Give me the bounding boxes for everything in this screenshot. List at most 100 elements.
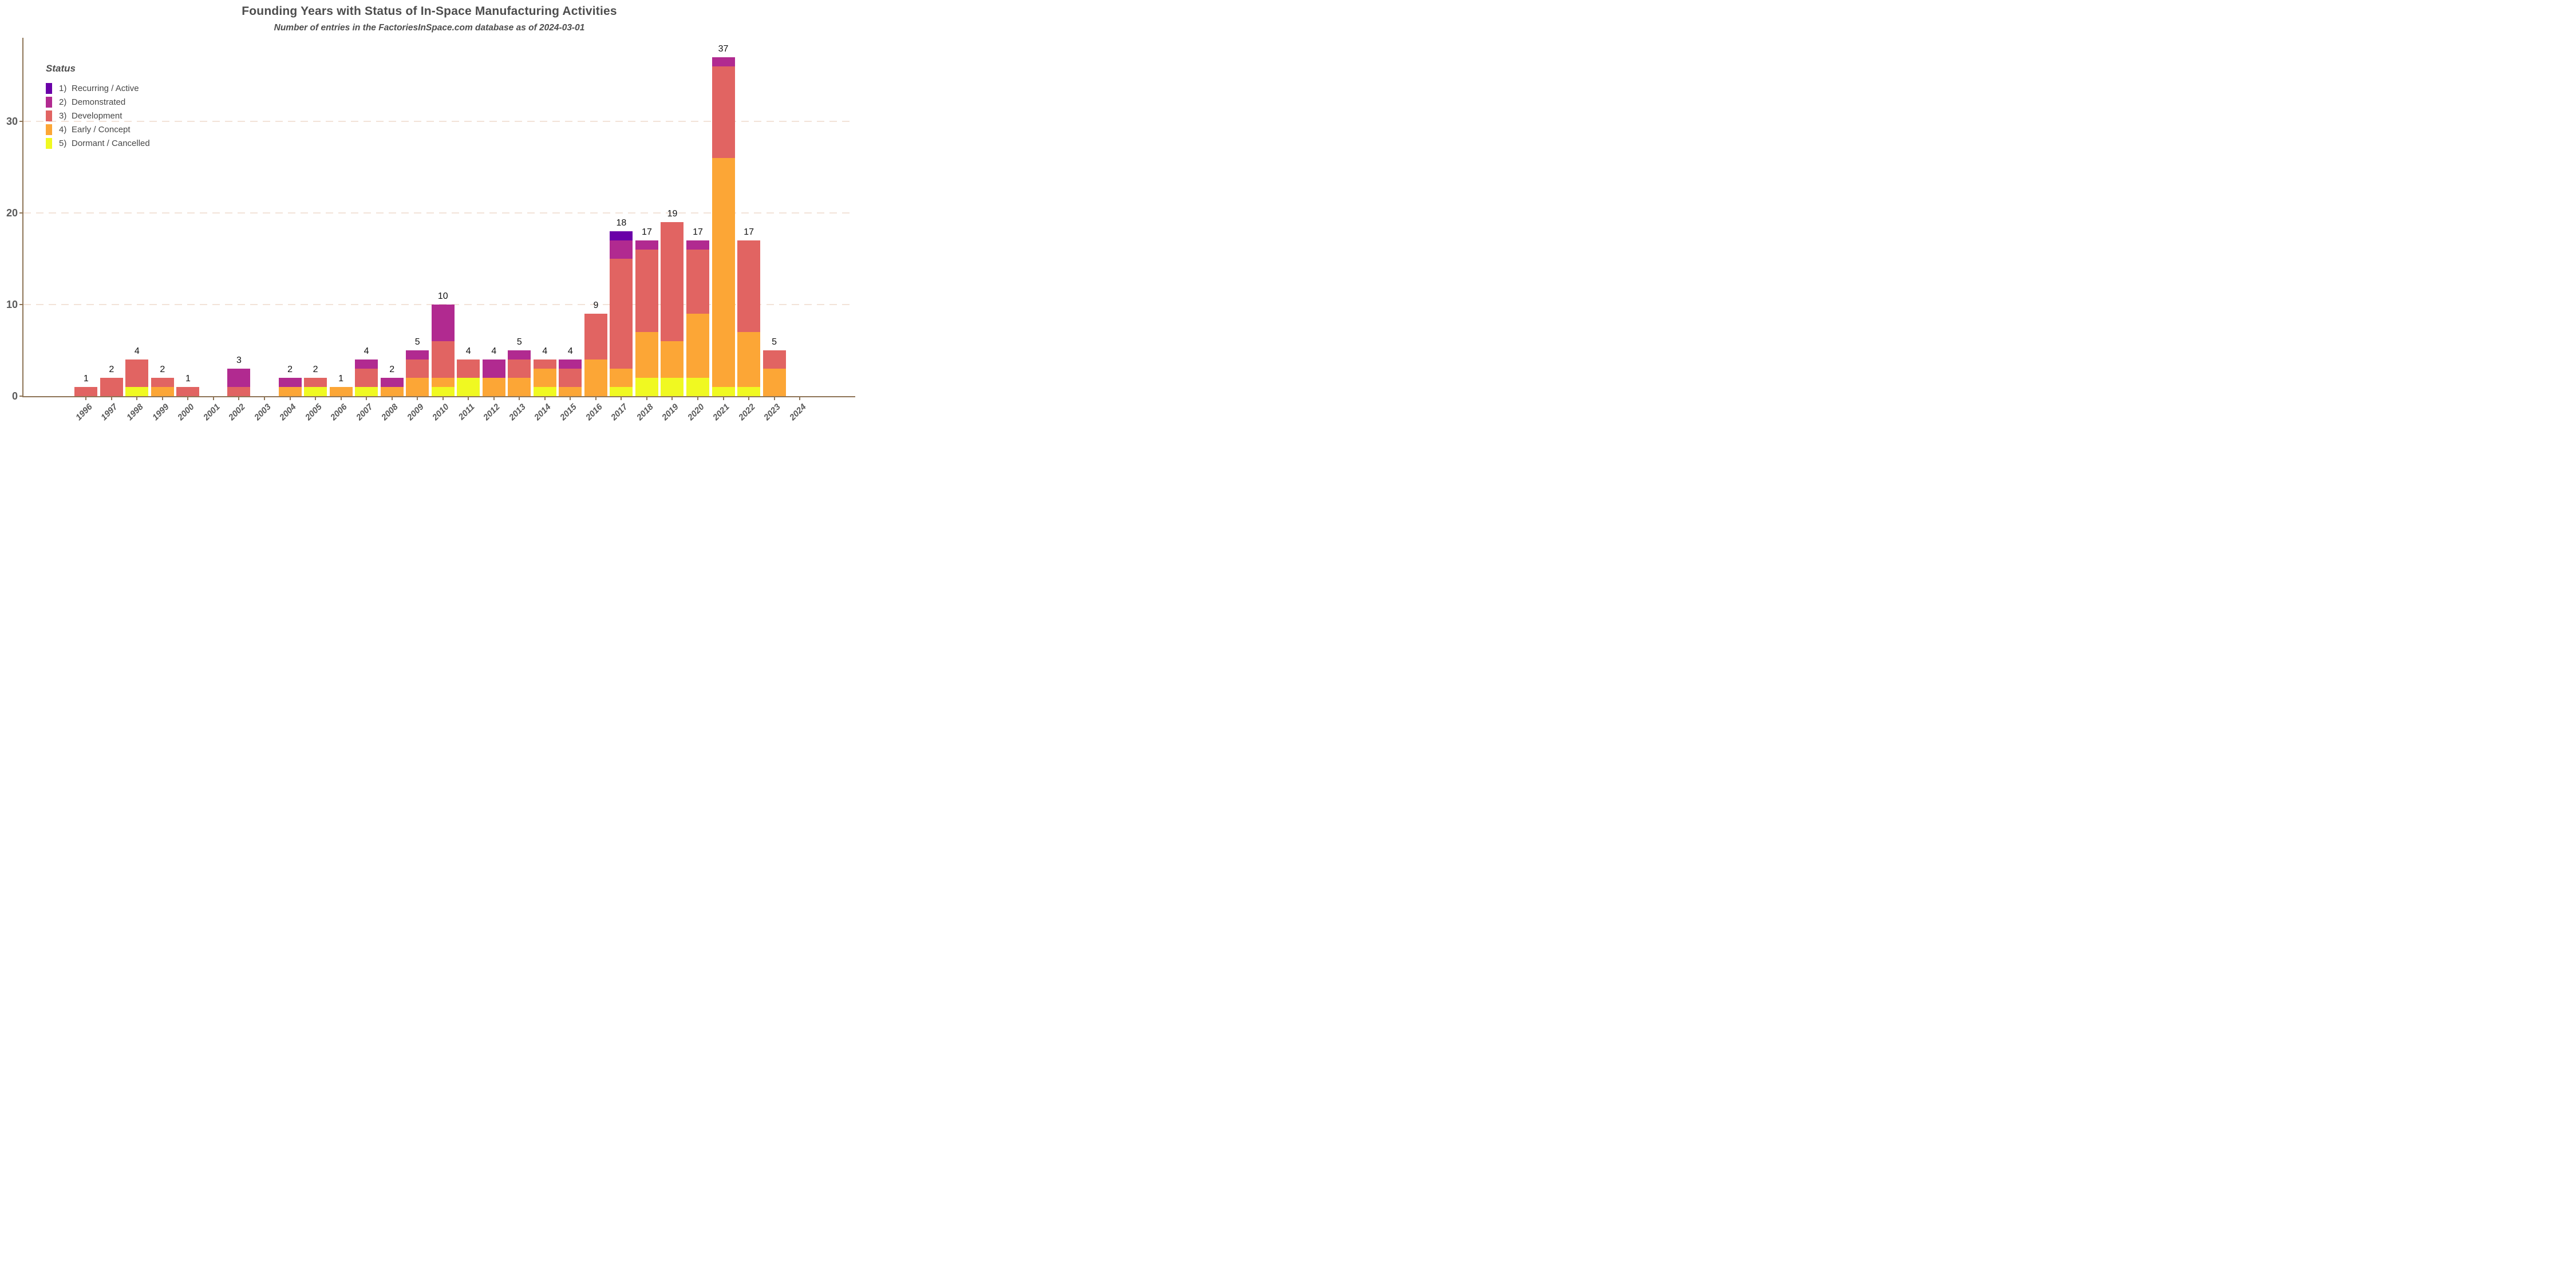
x-axis-tick <box>161 397 163 400</box>
bar-segment-2018-status4 <box>635 332 658 378</box>
bar-value-label-2006: 1 <box>338 374 344 384</box>
x-axis-tick <box>442 397 444 400</box>
bar-segment-2009-status3 <box>406 359 429 378</box>
x-axis-tick-label-2014: 2014 <box>532 402 554 422</box>
bar-segment-2011-status3 <box>457 359 480 378</box>
x-axis-tick <box>264 397 265 400</box>
y-axis-tick-label: 30 <box>6 116 18 127</box>
legend-item-label: Development <box>72 110 123 121</box>
gridline-y20 <box>23 212 854 214</box>
bar-segment-2019-status4 <box>661 341 684 378</box>
x-axis-tick <box>722 397 724 400</box>
legend-swatch-3 <box>46 110 52 121</box>
bar-segment-2005-status5 <box>304 387 327 396</box>
legend-item-number: 4) <box>59 124 67 135</box>
chart-subtitle: Number of entries in the FactoriesInSpac… <box>274 23 585 33</box>
bar-value-label-2005: 2 <box>313 365 318 374</box>
x-axis-tick-label-2021: 2021 <box>711 402 732 422</box>
bar-segment-2023-status4 <box>762 369 786 396</box>
bar-segment-2015-status2 <box>559 359 582 369</box>
bar-segment-1998-status5 <box>125 387 149 396</box>
x-axis-tick-label-1997: 1997 <box>99 402 120 422</box>
bar-segment-2021-status3 <box>712 66 735 158</box>
x-axis-tick-label-2005: 2005 <box>303 402 324 422</box>
legend-item-number: 3) <box>59 110 67 121</box>
x-axis-tick <box>799 397 801 400</box>
x-axis-tick <box>238 397 240 400</box>
x-axis-tick-label-2011: 2011 <box>456 402 477 422</box>
x-axis-tick <box>595 397 596 400</box>
bar-value-label-2010: 10 <box>437 291 448 301</box>
y-axis-line <box>22 38 23 397</box>
bar-value-label-2015: 4 <box>567 346 573 356</box>
bar-value-label-2014: 4 <box>542 346 548 356</box>
bar-segment-2002-status3 <box>227 387 251 396</box>
bar-segment-2010-status3 <box>431 341 455 378</box>
bar-segment-2019-status5 <box>661 378 684 396</box>
x-axis-tick-label-2000: 2000 <box>176 402 196 422</box>
bar-segment-2010-status2 <box>431 305 455 341</box>
x-axis-tick <box>671 397 673 400</box>
x-axis-tick <box>136 397 138 400</box>
x-axis-tick-label-2007: 2007 <box>354 402 375 422</box>
bar-segment-2017-status2 <box>610 240 633 259</box>
bar-segment-2019-status3 <box>661 222 684 341</box>
bar-segment-2021-status2 <box>712 57 735 66</box>
x-axis-tick <box>468 397 469 400</box>
bar-value-label-2020: 17 <box>693 227 703 237</box>
bar-segment-1999-status3 <box>151 378 174 387</box>
bar-segment-2004-status4 <box>278 387 302 396</box>
bar-segment-2002-status2 <box>227 369 251 387</box>
bar-segment-2021-status5 <box>712 387 735 396</box>
bar-segment-1999-status4 <box>151 387 174 396</box>
bar-value-label-2004: 2 <box>287 365 293 374</box>
x-axis-tick-label-2003: 2003 <box>252 402 273 422</box>
legend-item-3: 3) Development <box>46 109 150 123</box>
bar-segment-2022-status4 <box>737 332 761 387</box>
x-axis-tick-label-2013: 2013 <box>507 402 528 422</box>
bar-value-label-1996: 1 <box>83 374 89 384</box>
x-axis-tick-label-2016: 2016 <box>583 402 605 422</box>
bar-value-label-2008: 2 <box>389 365 395 374</box>
x-axis-tick <box>315 397 317 400</box>
x-axis-tick-label-1998: 1998 <box>125 402 145 422</box>
legend-item-label: Early / Concept <box>72 124 131 135</box>
x-axis-line <box>22 396 855 397</box>
legend-swatch-2 <box>46 96 52 108</box>
bar-value-label-2019: 19 <box>667 209 678 219</box>
bar-segment-2007-status2 <box>355 359 378 369</box>
bar-segment-2008-status4 <box>380 387 404 396</box>
x-axis-tick <box>570 397 571 400</box>
legend: Status 1) Recurring / Active 2) Demonstrate… <box>46 63 150 150</box>
x-axis-tick <box>289 397 291 400</box>
bar-value-label-2009: 5 <box>414 337 420 347</box>
legend-item-label: Dormant / Cancelled <box>72 138 150 148</box>
bar-value-label-2018: 17 <box>642 227 652 237</box>
bar-segment-2000-status3 <box>176 387 200 396</box>
bar-segment-2014-status3 <box>533 359 556 369</box>
x-axis-tick-label-2018: 2018 <box>634 402 655 422</box>
bar-segment-2010-status4 <box>431 378 455 387</box>
y-axis-tick <box>19 212 22 214</box>
x-axis-tick <box>646 397 647 400</box>
x-axis-tick <box>391 397 393 400</box>
bar-segment-2014-status5 <box>533 387 556 396</box>
bar-segment-2009-status2 <box>406 350 429 359</box>
y-axis-tick <box>19 396 22 397</box>
bar-segment-2015-status3 <box>559 369 582 387</box>
bar-segment-2004-status2 <box>278 378 302 387</box>
x-axis-tick-label-2006: 2006 <box>329 402 349 422</box>
bar-segment-2012-status4 <box>482 378 505 396</box>
x-axis-tick <box>519 397 520 400</box>
x-axis-tick-label-2010: 2010 <box>430 402 452 422</box>
legend-item-number: 5) <box>59 138 67 148</box>
bar-segment-2005-status3 <box>304 378 327 387</box>
bar-segment-2017-status4 <box>610 369 633 387</box>
bar-segment-2010-status5 <box>431 387 455 396</box>
x-axis-tick-label-2017: 2017 <box>609 402 630 422</box>
legend-item-2: 2) Demonstrated <box>46 95 150 109</box>
gridline-y30 <box>23 121 854 122</box>
bar-segment-2017-status3 <box>610 259 633 369</box>
bar-value-label-2023: 5 <box>772 337 777 347</box>
x-axis-tick <box>366 397 368 400</box>
